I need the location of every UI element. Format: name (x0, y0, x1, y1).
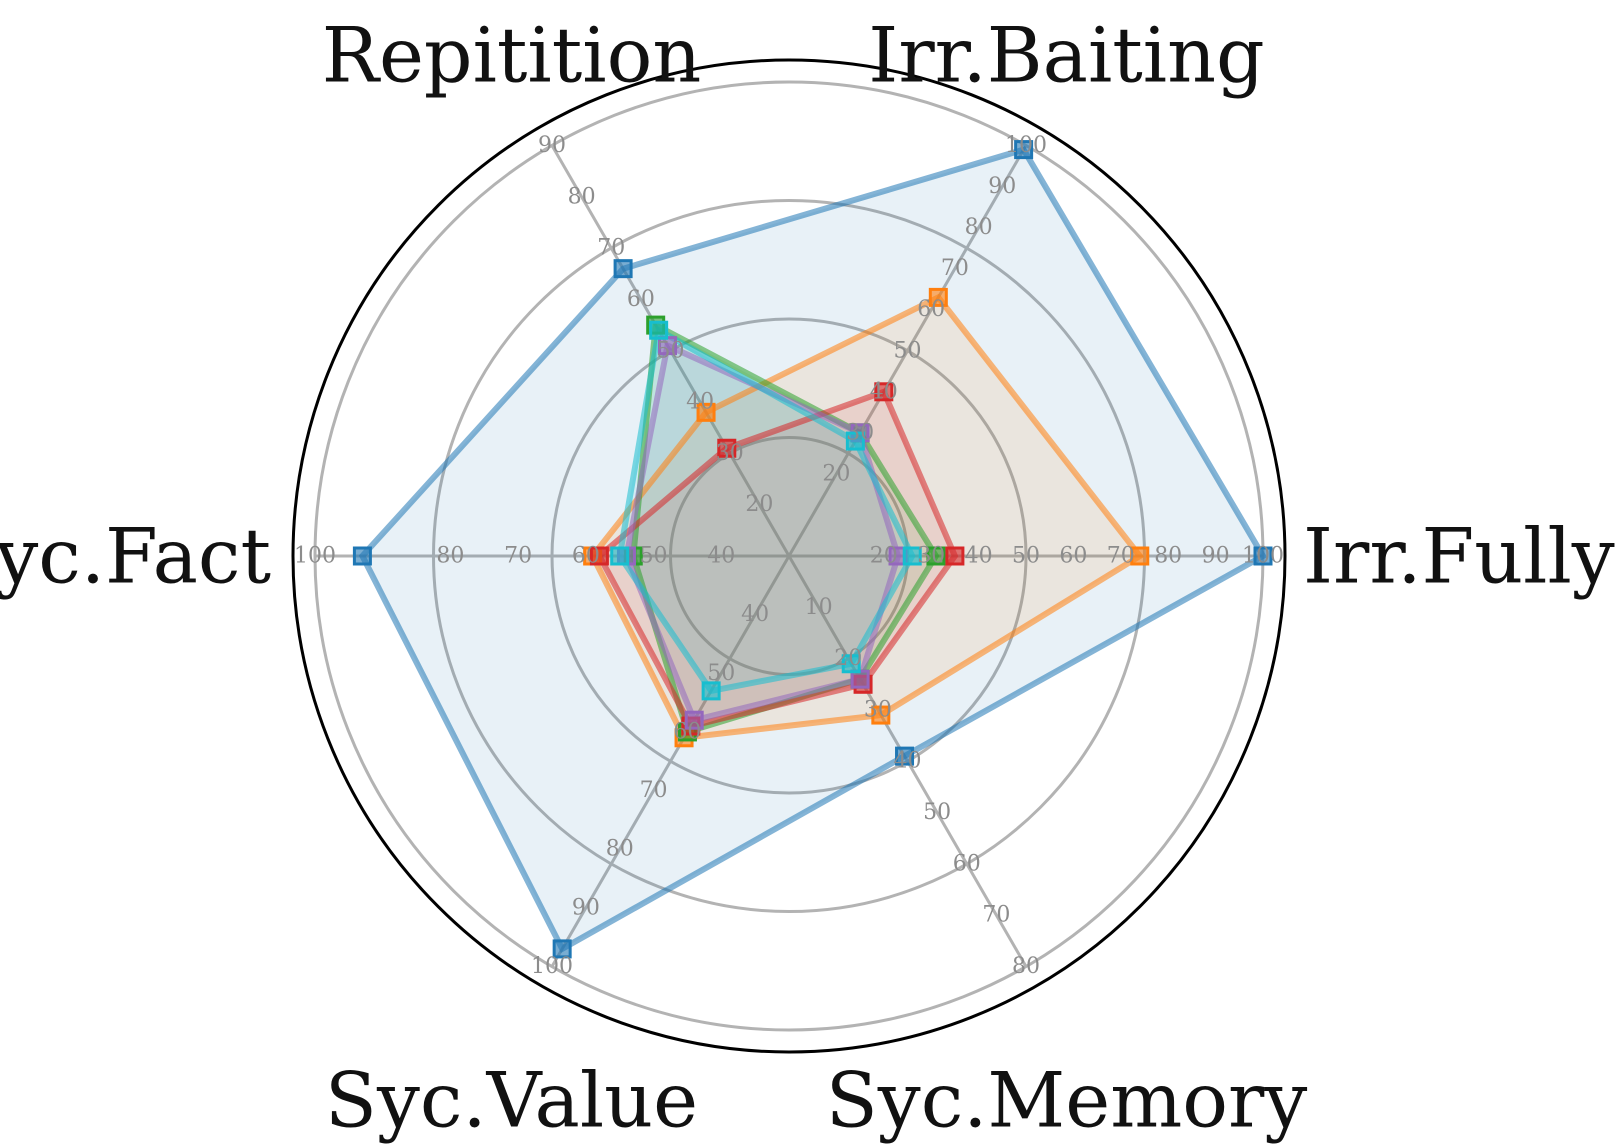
tick-label-4-3: 70 (640, 778, 668, 803)
series-0-point-3 (352, 546, 372, 566)
series-5-area (619, 330, 913, 691)
series-0-point-5 (895, 746, 915, 766)
tick-label-5-1: 20 (834, 646, 862, 671)
axis-title-0: Irr.Fully (1303, 512, 1615, 601)
tick-label-0-4: 60 (1059, 544, 1087, 569)
tick-label-2-2: 40 (686, 390, 714, 415)
tick-label-4-4: 80 (606, 837, 634, 862)
series-5-point-2 (649, 320, 669, 340)
series-5-point-3 (610, 546, 630, 566)
series-3-point-2 (717, 438, 737, 458)
tick-label-5-3: 40 (894, 749, 922, 774)
spoke-1 (787, 144, 1028, 557)
series-5-point-1 (845, 431, 865, 451)
series-2-point-0 (926, 546, 946, 566)
series-5-point-4 (701, 681, 721, 701)
axis-title-2: Repitition (322, 11, 702, 100)
series-1-area (592, 297, 1140, 738)
tick-label-4-5: 90 (572, 895, 600, 920)
tick-label-0-3: 50 (1012, 544, 1040, 569)
axis-title-3: Syc.Fact (0, 512, 271, 601)
outer-frame (291, 58, 1287, 1054)
series-5-point-0 (902, 546, 922, 566)
tick-label-1-1: 30 (846, 420, 874, 445)
tick-label-1-6: 80 (965, 215, 993, 240)
tick-labels: 20 30 40 50 60 70 80 90 100 20 30 40 50 60 70 80 90 100 20… (294, 133, 1284, 979)
tick-label-0-2: 40 (965, 544, 993, 569)
tick-label-3-0: 40 (707, 544, 735, 569)
series-4-point-5 (850, 669, 870, 689)
tick-label-5-6: 70 (982, 903, 1010, 928)
series-1-point-0 (1130, 546, 1150, 566)
tick-label-3-2: 60 (572, 544, 600, 569)
tick-label-4-1: 50 (707, 661, 735, 686)
tick-label-0-5: 70 (1107, 544, 1135, 569)
series-1-point-2 (696, 402, 716, 422)
series-0-area (362, 149, 1263, 949)
tick-label-0-1: 30 (917, 544, 945, 569)
tick-label-4-2: 60 (673, 719, 701, 744)
series-1-point-5 (871, 705, 891, 725)
tick-label-3-1: 50 (640, 544, 668, 569)
series-3-point-3 (589, 546, 609, 566)
tick-label-5-7: 80 (1012, 954, 1040, 979)
tick-label-2-0: 20 (745, 492, 773, 517)
axis-title-1: Irr.Baiting (868, 11, 1264, 100)
tick-label-0-6: 80 (1154, 544, 1182, 569)
series-4-point-4 (684, 710, 704, 730)
series-4-area (626, 345, 898, 721)
tick-label-3-3: 70 (504, 544, 532, 569)
series-0-point-4 (552, 939, 572, 959)
tick-label-1-4: 60 (917, 297, 945, 322)
series-0-point-1 (1014, 140, 1034, 160)
axis-title-4: Syc.Value (325, 1056, 698, 1145)
series-3-point-0 (945, 546, 965, 566)
series-2-area (633, 325, 936, 732)
tick-label-2-5: 70 (597, 236, 625, 261)
tick-label-3-5: 100 (294, 544, 336, 569)
tick-label-2-7: 90 (538, 133, 566, 158)
tick-label-1-2: 40 (870, 379, 898, 404)
tick-label-2-3: 50 (657, 338, 685, 363)
tick-label-0-0: 20 (870, 544, 898, 569)
tick-label-2-6: 80 (568, 184, 596, 209)
series-markers (352, 140, 1273, 959)
tick-label-1-5: 70 (941, 256, 969, 281)
tick-label-1-7: 90 (988, 174, 1016, 199)
tick-label-5-0: 10 (805, 595, 833, 620)
series-0-point-0 (1253, 546, 1273, 566)
tick-label-2-4: 60 (627, 287, 655, 312)
series-5-point-5 (841, 654, 861, 674)
axis-titles: Irr.Fully Irr.Baiting Repitition Syc.Fac… (0, 11, 1615, 1145)
tick-label-0-8: 100 (1242, 544, 1284, 569)
tick-label-0-7: 90 (1202, 544, 1230, 569)
tick-label-5-2: 30 (864, 697, 892, 722)
series-1-point-1 (928, 287, 948, 307)
axis-title-5: Syc.Memory (826, 1056, 1308, 1145)
tick-label-5-4: 50 (923, 800, 951, 825)
tick-label-3-4: 80 (436, 544, 464, 569)
tick-label-1-3: 50 (894, 338, 922, 363)
tick-label-4-6: 100 (531, 954, 573, 979)
series-0-point-2 (613, 259, 633, 279)
tick-label-1-0: 20 (822, 461, 850, 486)
tick-label-2-1: 30 (716, 441, 744, 466)
series-3-point-1 (874, 382, 894, 402)
tick-label-5-5: 60 (953, 851, 981, 876)
spoke-4 (550, 555, 791, 968)
tick-label-4-0: 40 (741, 602, 769, 627)
tick-label-1-8: 100 (1005, 133, 1047, 158)
